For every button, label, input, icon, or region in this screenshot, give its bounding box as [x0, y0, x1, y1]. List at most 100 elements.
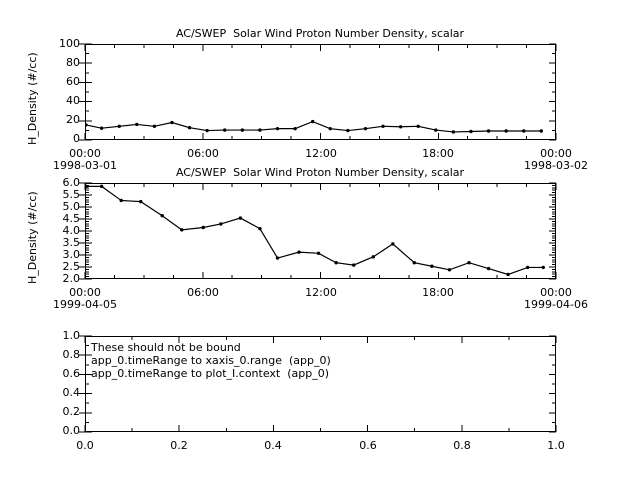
plot-0-frame[interactable] — [85, 44, 556, 140]
plot-2-annotation-line-2: app_0.timeRange to xaxis_0.range (app_0) — [91, 354, 331, 367]
plot-1-ytick-label: 5.0 — [62, 200, 81, 213]
plot-2-ytick-label: 0.6 — [62, 367, 81, 380]
plot-0-ytick-label: 40 — [66, 94, 80, 107]
data-point — [275, 256, 280, 260]
plot-0-xtick-label: 12:00 — [305, 147, 337, 160]
data-point — [434, 128, 438, 132]
plot-panel-0[interactable]: AC/SWEP Solar Wind Proton Number Density… — [0, 0, 640, 172]
plot-0-xtick-label: 00:00 — [540, 147, 572, 160]
data-point — [334, 261, 338, 265]
data-point — [205, 128, 209, 133]
data-point — [486, 129, 491, 133]
plot-0-y-axis-label: H_Density (#/cc) — [26, 52, 39, 145]
plot-0-ytick-label: 20 — [66, 113, 80, 126]
plot-1-frame[interactable] — [85, 183, 556, 279]
plot-2-xtick-label: 0.8 — [453, 439, 471, 452]
data-point — [258, 226, 262, 231]
plot-1-x-end-date: 1999-04-06 — [524, 298, 588, 311]
data-point — [430, 264, 434, 268]
data-point — [180, 228, 184, 232]
data-point — [467, 261, 471, 265]
plot-0-ytick-label: 100 — [59, 37, 80, 50]
plot-0-xtick-label: 06:00 — [187, 147, 219, 160]
data-point — [451, 130, 456, 134]
plot-1-xtick-label: 00:00 — [540, 286, 572, 299]
data-point — [504, 129, 508, 133]
data-point — [139, 199, 143, 204]
data-point — [275, 126, 280, 131]
data-point — [152, 124, 157, 129]
plot-0-xtick-label: 18:00 — [422, 147, 454, 160]
data-point — [371, 255, 375, 259]
plot-2-annotation-line-1: These should not be bound — [91, 341, 241, 354]
data-point — [117, 124, 121, 129]
data-point — [258, 128, 262, 132]
plot-1-ytick-label: 2.0 — [62, 272, 81, 285]
plot-panel-2[interactable]: 1.0 0.8 0.6 0.4 0.2 0.0 These should not… — [0, 313, 640, 480]
data-point — [297, 250, 301, 254]
plot-2-ytick-label: 0.2 — [62, 405, 81, 418]
plot-2-ytick-label: 1.0 — [62, 329, 81, 342]
data-point — [469, 129, 473, 134]
data-point — [525, 265, 530, 270]
plot-0-ytick-label: 0 — [73, 132, 80, 145]
plot-1-xtick-label: 06:00 — [187, 286, 219, 299]
data-point — [412, 261, 416, 265]
data-point — [541, 265, 545, 270]
data-point — [201, 225, 205, 230]
plot-2-ytick-label: 0.8 — [62, 348, 81, 361]
data-point — [99, 126, 104, 130]
data-point — [86, 123, 88, 127]
data-point — [219, 222, 223, 226]
data-line — [86, 185, 544, 276]
data-point — [160, 214, 164, 218]
data-point — [316, 251, 321, 256]
plot-0-canvas — [86, 119, 544, 134]
plot-1-ytick-label: 3.5 — [62, 236, 81, 249]
data-point — [310, 119, 315, 124]
plot-2-xtick-label: 0.2 — [170, 439, 188, 452]
data-point — [238, 216, 243, 220]
plot-2-xtick-label: 0.6 — [359, 439, 377, 452]
data-point — [391, 242, 395, 246]
data-point — [99, 184, 104, 189]
plot-0-x-end-date: 1998-03-02 — [524, 159, 588, 172]
data-point — [187, 126, 192, 130]
plot-2-frame[interactable] — [85, 336, 556, 432]
plot-0-title: AC/SWEP Solar Wind Proton Number Density… — [175, 27, 465, 40]
data-point — [346, 128, 350, 133]
plot-1-ytick-label: 4.0 — [62, 224, 81, 237]
plot-1-xtick-label: 18:00 — [422, 286, 454, 299]
data-point — [352, 263, 356, 267]
data-point — [135, 122, 139, 127]
plot-0-x-start-date: 1998-03-01 — [53, 159, 117, 172]
data-point — [506, 272, 510, 277]
plot-2-xtick-label: 1.0 — [547, 439, 565, 452]
data-point — [398, 125, 403, 129]
data-point — [223, 128, 227, 132]
plot-1-ytick-label: 2.5 — [62, 260, 81, 273]
data-point — [447, 268, 452, 272]
plot-1-ytick-label: 3.0 — [62, 248, 81, 261]
plot-0-ytick-label: 60 — [66, 75, 80, 88]
data-point — [119, 198, 123, 203]
plot-1-x-start-date: 1999-04-05 — [53, 298, 117, 311]
data-point — [522, 129, 526, 133]
data-point — [539, 129, 544, 133]
data-point — [240, 128, 245, 132]
data-point — [328, 126, 332, 131]
plot-panel-1[interactable]: AC/SWEP Solar Wind Proton Number Density… — [0, 161, 640, 313]
plot-2-ytick-label: 0.0 — [62, 424, 81, 437]
plot-1-ytick-label: 6.0 — [62, 176, 81, 189]
plot-1-ytick-label: 4.5 — [62, 212, 81, 225]
data-point — [416, 124, 420, 129]
plot-1-canvas — [86, 184, 545, 277]
data-point — [170, 120, 174, 125]
data-point — [381, 124, 385, 129]
plot-0-ytick-label: 80 — [66, 56, 80, 69]
data-point — [293, 126, 297, 131]
data-point — [486, 266, 491, 271]
plot-2-xtick-label: 0.0 — [76, 439, 94, 452]
plot-2-xtick-label: 0.4 — [264, 439, 282, 452]
